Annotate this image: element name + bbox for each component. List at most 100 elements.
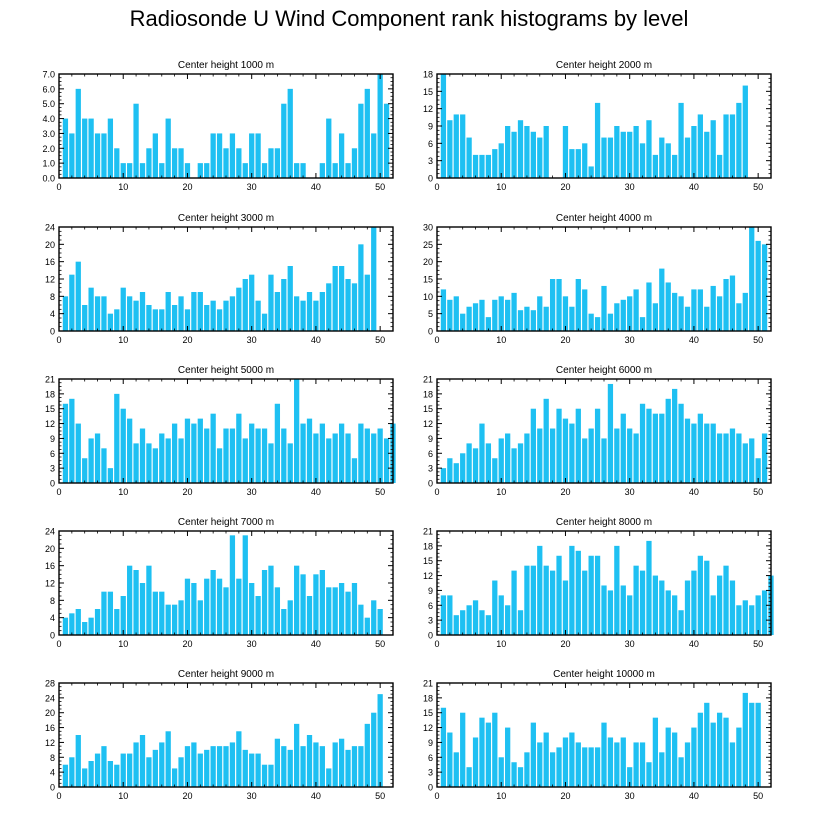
bar [453,752,459,787]
bar [306,418,313,483]
bar [447,120,453,178]
bar [127,418,133,483]
y-tick-label: 21 [423,679,433,689]
y-tick-label: 18 [423,389,433,399]
bar [197,600,203,635]
bar [377,428,383,483]
bar [294,565,300,635]
bar [543,565,549,635]
bar [549,752,556,787]
bar [249,583,255,635]
bar [517,443,524,483]
bar [761,433,768,483]
x-tick-label: 20 [560,639,570,649]
bar [697,114,703,178]
bar [472,154,479,178]
bar [165,292,171,331]
bar [549,428,556,483]
bar [755,702,761,787]
bar [466,443,472,483]
bar [358,604,364,635]
bar [229,742,236,787]
bar [601,722,607,787]
bar [652,154,659,178]
bar [377,74,383,178]
bar [62,617,69,635]
bar [479,154,485,178]
bar [152,749,158,787]
y-tick-label: 6 [50,449,55,459]
bar [633,565,639,635]
bar [710,423,716,483]
bar [345,433,351,483]
bar [107,761,114,787]
bar [178,438,184,483]
bar [332,742,338,787]
bar [274,403,281,483]
x-tick-label: 10 [496,182,506,192]
bar [742,692,748,787]
bar [281,609,287,635]
bar [332,587,338,635]
x-tick-label: 30 [625,639,635,649]
bar [549,279,556,331]
bar [440,74,447,178]
bar [704,560,710,635]
bar [716,712,723,787]
bar [575,279,581,331]
x-tick-label: 30 [247,791,257,801]
bar [659,413,665,483]
bar [101,296,107,331]
bar [460,712,466,787]
x-tick-label: 0 [56,487,61,497]
bar [383,438,390,483]
bar [171,148,178,178]
bar [659,137,665,178]
bar [351,458,358,483]
bar [197,292,203,331]
bar [75,261,81,331]
bar [274,587,281,635]
bar [236,578,242,635]
y-tick-label: 8 [50,292,55,302]
bar [171,604,178,635]
bar [88,761,94,787]
bar [530,722,536,787]
x-tick-label: 10 [118,182,128,192]
y-tick-label: 15 [423,556,433,566]
bar [652,413,659,483]
bar [466,605,472,635]
bar [582,438,588,483]
bar [139,735,146,787]
bar [313,300,319,331]
chart-panel-6: Center height 6000 m 0 3 6 9 12 15 18 21 0 10 20 30 4… [423,365,772,497]
chart-panel-1: Center height 1000 m 0.0 1.0 2.0 3.0 4.0 5.0 6.… [42,60,394,192]
bar [684,137,691,178]
y-tick-label: 12 [45,275,55,285]
bar [460,453,466,483]
x-tick-label: 0 [56,639,61,649]
bar [556,555,562,635]
bar [306,735,313,787]
bar [255,753,261,787]
x-tick-label: 10 [118,335,128,345]
bar [133,443,139,483]
bar [326,118,332,178]
bar [704,131,710,178]
bar [665,590,671,635]
bar [691,289,697,331]
x-tick-label: 50 [375,791,385,801]
bar [749,438,755,483]
bar [601,285,607,331]
bar [268,764,274,787]
y-tick-label: 0 [428,327,433,337]
bar [178,296,184,331]
bar [588,747,594,787]
bar [710,595,716,635]
bar [300,300,306,331]
bar [364,274,370,331]
bar [627,428,633,483]
bar [530,131,536,178]
y-tick-label: 15 [423,87,433,97]
y-tick-label: 0 [50,327,55,337]
